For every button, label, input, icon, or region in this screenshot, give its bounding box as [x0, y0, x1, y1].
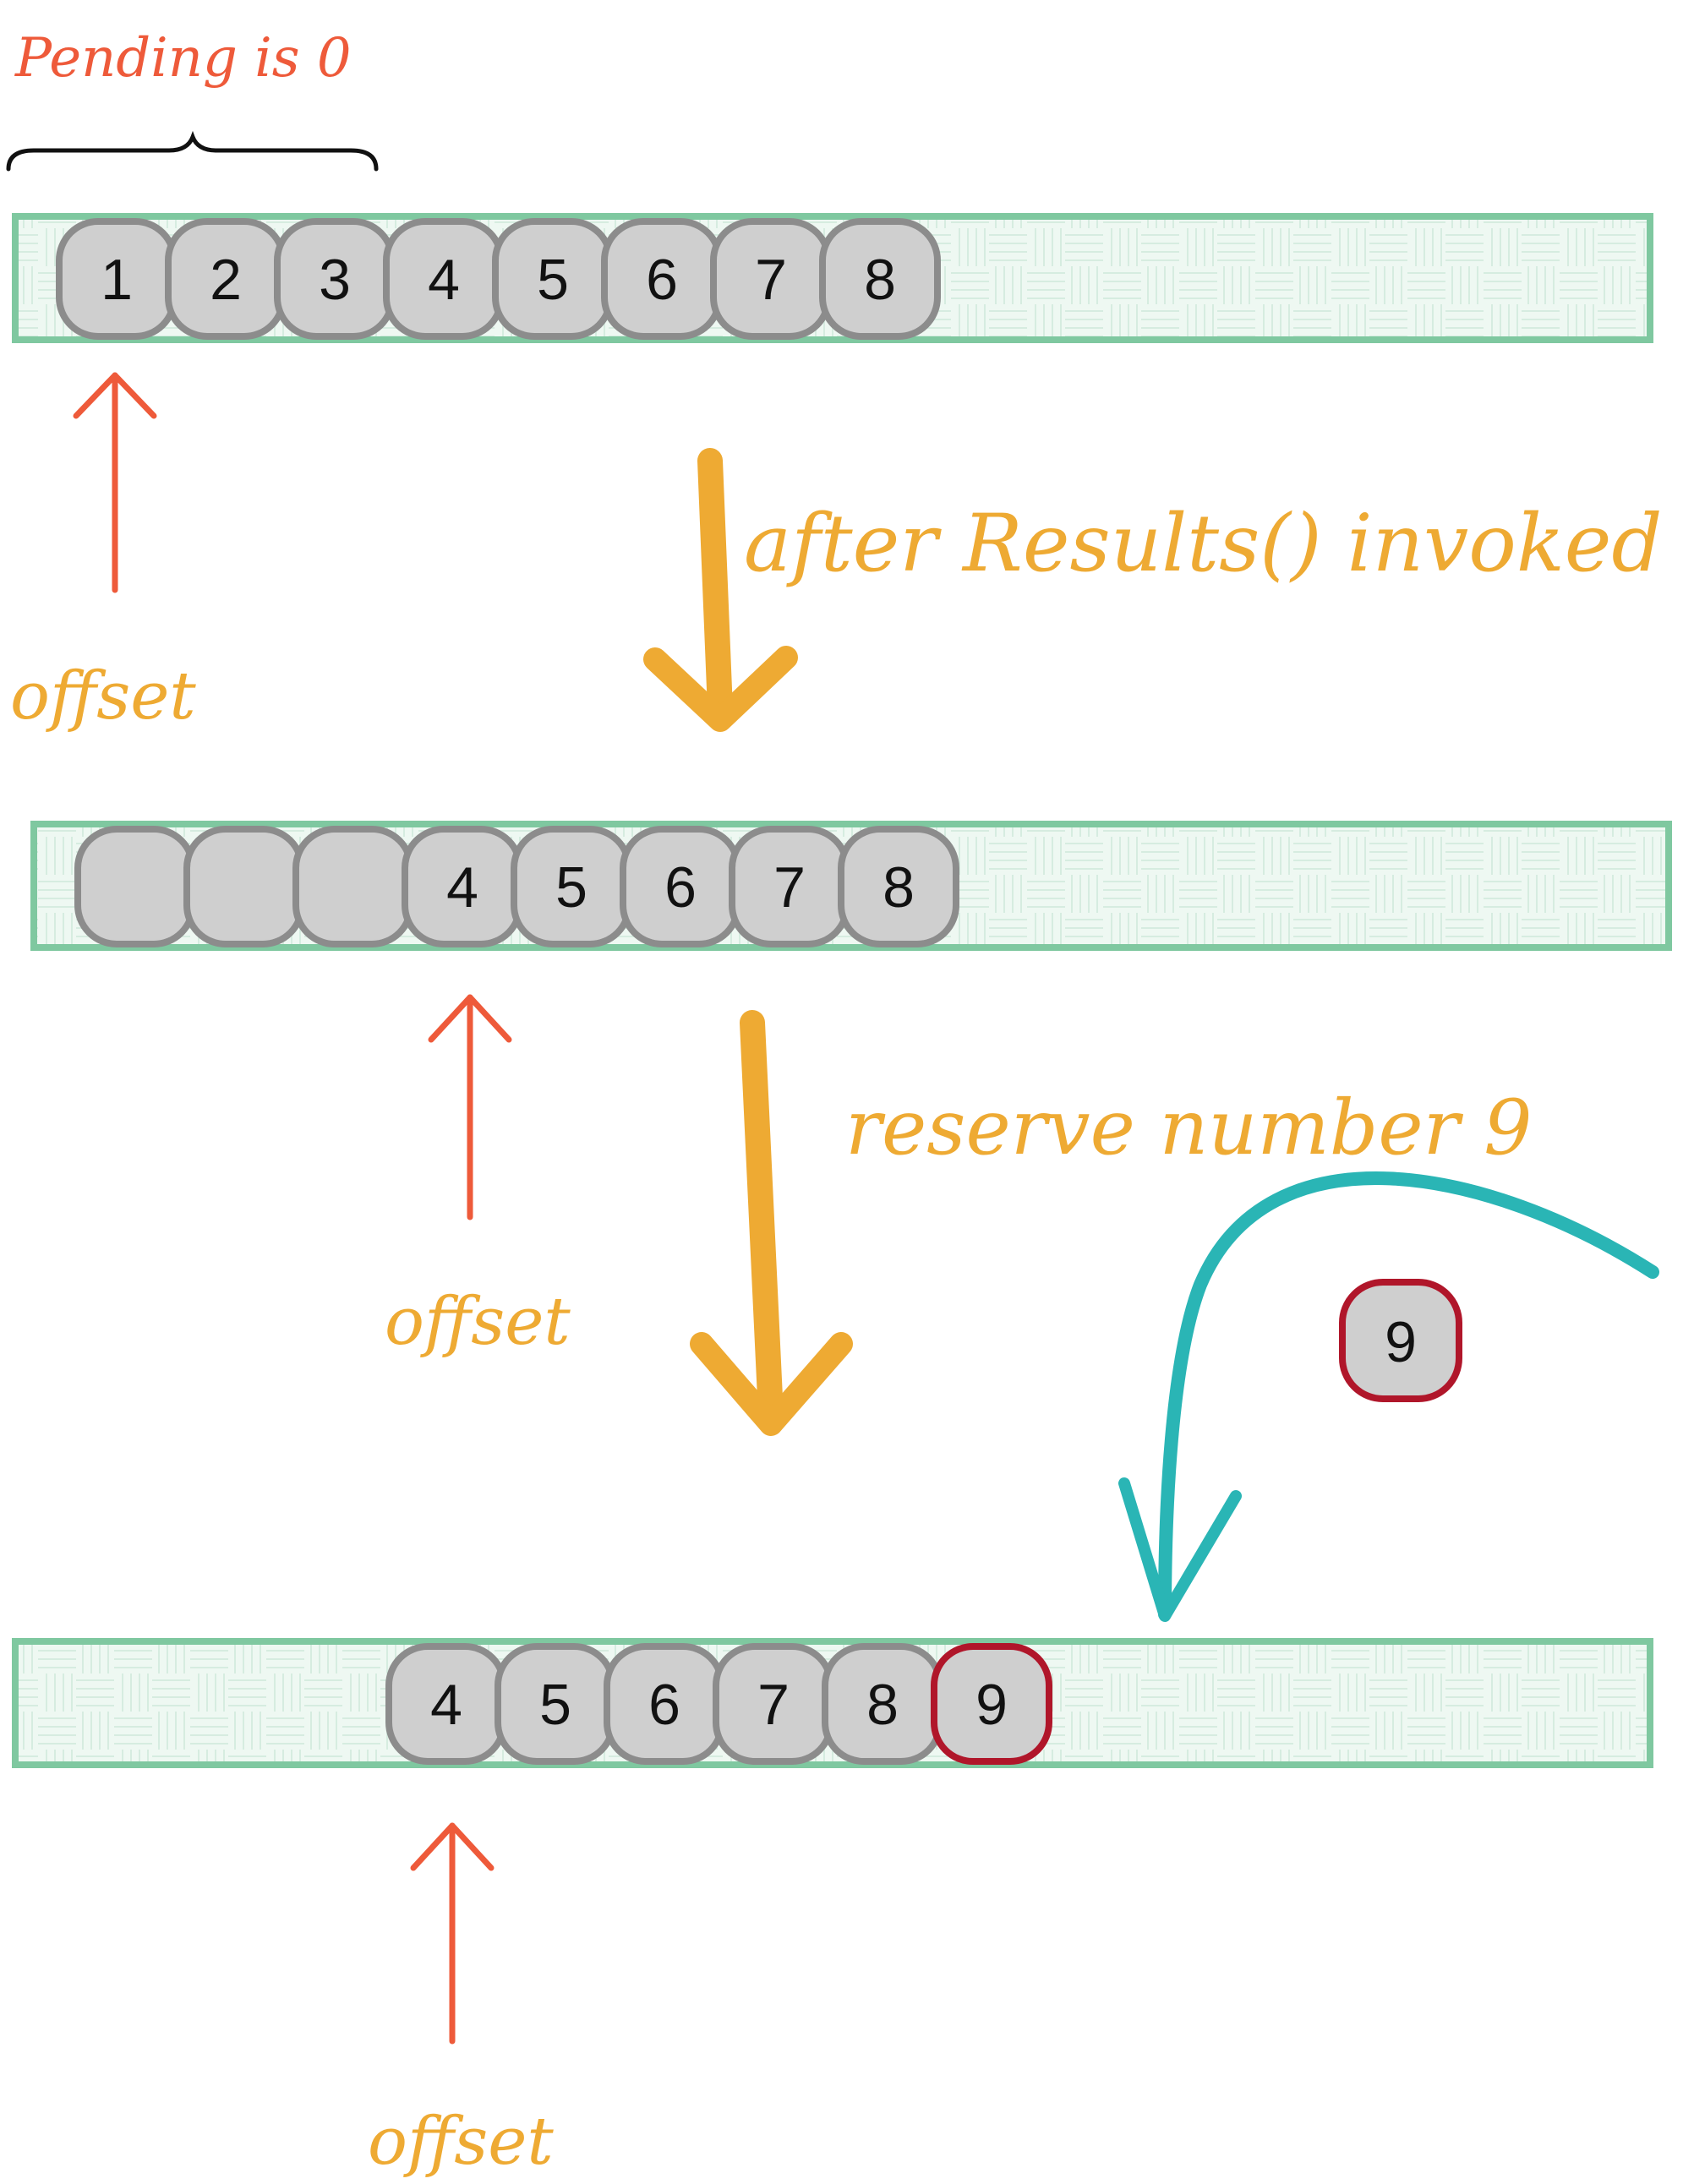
buffer-1-cell: 1 [56, 218, 178, 340]
buffer-1-cells: 1 2 3 4 5 6 7 8 [56, 218, 941, 340]
buffer-2-cell [292, 826, 414, 947]
buffer-3-cell: 6 [604, 1643, 725, 1765]
cell-label: 1 [101, 248, 133, 312]
insert-arrow [1118, 1171, 1659, 1622]
offset-arrow-1 [73, 372, 157, 593]
cell-label: 4 [428, 248, 460, 312]
buffer-2-cell: 7 [729, 826, 850, 947]
cell-label: 5 [537, 248, 569, 312]
step-arrow-2 [690, 1010, 853, 1436]
buffer-3-cell: 7 [713, 1643, 834, 1765]
buffer-3-cell: 8 [822, 1643, 943, 1765]
buffer-3: 4 5 6 7 8 9 [12, 1638, 1653, 1768]
buffer-2-cell [183, 826, 305, 947]
buffer-1-cell: 5 [492, 218, 614, 340]
offset-label-2: offset [385, 1284, 571, 1360]
cell-label: 5 [539, 1673, 571, 1737]
buffer-1-cell: 4 [383, 218, 505, 340]
buffer-2-cell: 4 [402, 826, 523, 947]
cell-label: 8 [864, 248, 896, 312]
cell-label: 4 [446, 855, 478, 920]
cell-label: 8 [866, 1673, 899, 1737]
cell-box [819, 218, 941, 340]
cell-box [292, 826, 414, 947]
cell-label: 7 [757, 1673, 790, 1737]
cell-label: 5 [555, 855, 587, 920]
buffer-3-cell: 5 [495, 1643, 616, 1765]
buffer-2-cell: 8 [838, 826, 959, 947]
pending-label: Pending is 0 [14, 27, 352, 90]
buffer-1-cell: 8 [819, 218, 941, 340]
cell-box [183, 826, 305, 947]
cell-label: 3 [319, 248, 351, 312]
incoming-item: 9 [1339, 1279, 1462, 1402]
cell-box [838, 826, 959, 947]
buffer-1-cell: 7 [710, 218, 832, 340]
incoming-item-label: 9 [1385, 1310, 1417, 1374]
buffer-2-cell [74, 826, 196, 947]
offset-arrow-3 [410, 1822, 495, 2045]
buffer-1-cell: 3 [274, 218, 396, 340]
cell-label: 2 [210, 248, 242, 312]
buffer-1-cell: 6 [601, 218, 723, 340]
cell-label: 8 [883, 855, 915, 920]
cell-label: 4 [430, 1673, 462, 1737]
buffer-3-cell: 9 [931, 1643, 1052, 1765]
offset-arrow-2 [428, 994, 512, 1220]
step-1-label: after Results() invoked [744, 498, 1663, 590]
buffer-2-cell: 6 [620, 826, 741, 947]
offset-label-3: offset [368, 2104, 554, 2180]
buffer-1-cell: 2 [165, 218, 287, 340]
cell-label: 7 [755, 248, 787, 312]
buffer-1: 1 2 3 4 5 6 7 8 [12, 213, 1653, 343]
incoming-item-box [1339, 1279, 1462, 1402]
buffer-2-cell: 5 [511, 826, 632, 947]
pending-brace [6, 130, 379, 172]
step-2-label: reserve number 9 [845, 1084, 1533, 1172]
buffer-2: 4 5 6 7 8 [30, 821, 1672, 951]
cell-box [931, 1643, 1052, 1765]
offset-label-1: offset [10, 658, 196, 734]
cell-label: 7 [773, 855, 806, 920]
cell-label: 9 [975, 1673, 1008, 1737]
cell-label: 6 [664, 855, 697, 920]
cell-label: 6 [648, 1673, 680, 1737]
buffer-3-cells: 4 5 6 7 8 9 [385, 1643, 1052, 1765]
step-arrow-1 [643, 448, 798, 732]
cell-label: 6 [646, 248, 678, 312]
cell-box [74, 826, 196, 947]
buffer-3-cell: 4 [385, 1643, 507, 1765]
buffer-2-cells: 4 5 6 7 8 [74, 826, 959, 947]
